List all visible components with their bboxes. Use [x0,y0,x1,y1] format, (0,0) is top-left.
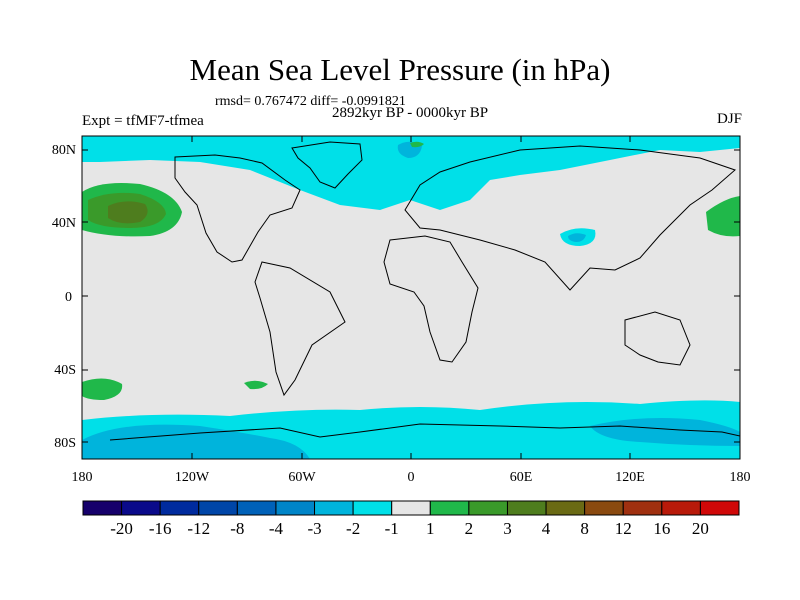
colorbar-label: -1 [385,519,399,538]
colorbar-box [429,500,470,516]
colorbar-box [352,500,393,516]
colorbar-box [545,500,586,516]
lon-label-60w: 60W [288,470,316,485]
colorbar-box [82,500,123,516]
south-pacific-positive-region [82,378,123,400]
north-pacific-core [108,201,148,224]
eurasia-coast [404,145,736,291]
southern-mid-region [82,424,310,459]
stats-text: rmsd= 0.767472 diff= -0.0991821 [215,94,406,109]
australia-coast [624,311,691,366]
lat-label-40s: 40S [54,363,76,378]
colorbar-label: 4 [542,519,551,538]
colorbar-box [198,500,238,516]
lon-label-0: 0 [408,470,415,485]
period-text: 2892kyr BP - 0000kyr BP [331,105,489,121]
colorbar-label: 1 [426,519,435,538]
colorbar-label: -4 [269,519,284,538]
colorbar-box [699,500,740,516]
colorbar-label: -16 [149,519,172,538]
colorbar-box [622,500,663,516]
lon-label-120w: 120W [175,470,210,485]
colorbar-box [584,500,624,516]
colorbar-box [275,500,316,516]
frame-ticks [82,136,740,459]
north-america-coast [174,154,301,263]
arctic-negative-region [82,136,740,210]
colorbar-label: 20 [692,519,709,538]
experiment-label: Expt = tfMF7-tfmea [82,113,204,129]
colorbar-label: 12 [615,519,632,538]
lat-label-40n: 40N [52,216,76,231]
season-label: DJF [716,111,742,127]
colorbar-box [468,500,508,516]
colorbar-label: -2 [346,519,360,538]
colorbar-box [236,500,277,516]
colorbar-label: -8 [230,519,244,538]
colorbar-label: 3 [503,519,512,538]
colorbar-box [121,500,161,516]
west-pacific-positive-region [706,196,740,237]
south-america-coast [254,261,346,397]
south-atlantic-positive-patch [244,380,268,390]
lon-label-180e: 180 [730,470,751,485]
map-panel [82,136,740,459]
map-title: Mean Sea Level Pressure (in hPa) [189,52,611,87]
arctic-positive-patch [410,141,424,148]
colorbar-box [661,500,701,516]
greenland-coast [291,141,363,189]
coastlines [109,141,740,441]
colorbar-label: 16 [653,519,670,538]
colorbar-label: 2 [465,519,474,538]
lon-label-60e: 60E [510,470,533,485]
africa-coast [383,235,479,363]
colorbar-labels: -20 -16 -12 -8 -4 -3 -2 -1 1 2 3 4 8 12 16 20 [110,519,709,538]
colorbar-box [314,500,354,516]
colorbar-box [159,500,200,516]
colorbar-box [391,500,431,516]
lat-label-0: 0 [65,290,72,305]
map-frame [81,135,741,460]
asia-mid-patch [568,233,586,242]
colorbar-box [506,500,547,516]
colorbar-label: -20 [110,519,133,538]
southern-mid-region-east [590,418,740,446]
colorbar [82,500,740,516]
lat-label-80n: 80N [52,143,76,158]
colorbar-label: -3 [307,519,321,538]
colorbar-label: 8 [580,519,589,538]
antarctica-coast [109,423,740,441]
lon-label-120e: 120E [615,470,645,485]
lat-label-80s: 80S [54,436,76,451]
lon-label-180w: 180 [72,470,93,485]
colorbar-label: -12 [187,519,210,538]
